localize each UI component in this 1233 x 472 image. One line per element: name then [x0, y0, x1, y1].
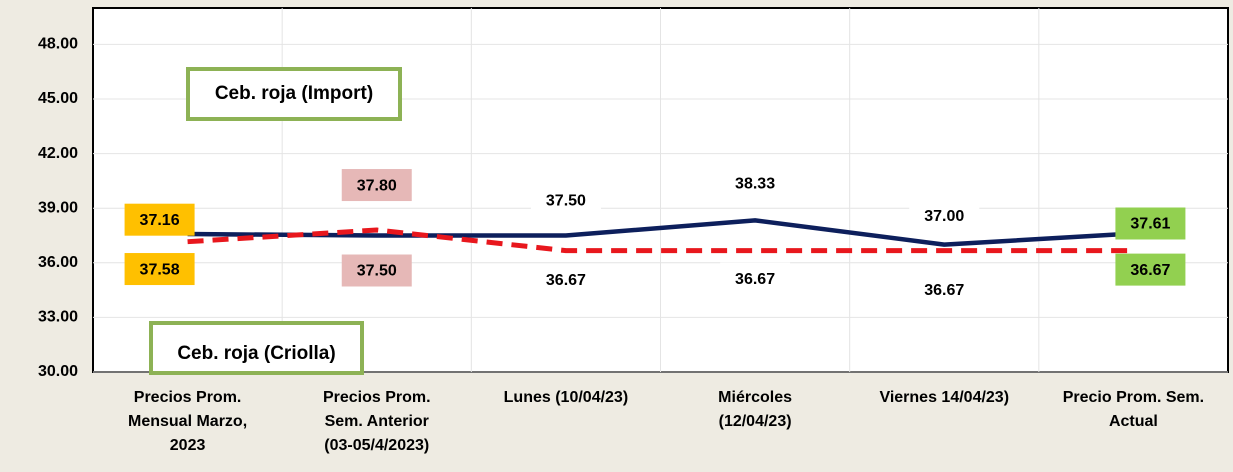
label-box	[341, 169, 412, 202]
y-tick-label: 45.00	[38, 90, 78, 107]
value-label: 38.33	[735, 176, 775, 193]
x-tick-label: Viernes 14/04/23)	[879, 389, 1010, 406]
label-box	[124, 253, 195, 286]
label-box	[341, 254, 412, 287]
x-tick-label: Precio Prom. Sem. Actual	[1062, 389, 1205, 430]
value-label: 37.16	[140, 212, 180, 229]
y-tick-label: 42.00	[38, 145, 78, 162]
series-line	[187, 218, 1134, 247]
label-box	[720, 262, 791, 295]
label-box	[530, 184, 601, 217]
value-label: 37.00	[924, 208, 964, 225]
value-label: 36.67	[735, 271, 775, 288]
x-tick-label: Precios Prom. Sem. Anterior (03-05/4/202…	[322, 389, 431, 454]
y-tick-label: 48.00	[38, 36, 78, 53]
x-tick-label: Lunes (10/04/23)	[503, 389, 629, 406]
value-label: 36.67	[1130, 262, 1170, 279]
label-box	[1115, 253, 1186, 286]
value-label: 37.50	[546, 193, 586, 210]
value-label: 36.67	[924, 282, 964, 299]
x-tick-label: Miércoles (12/04/23)	[718, 389, 792, 430]
label-box	[1115, 207, 1186, 240]
value-label: 37.58	[140, 261, 180, 278]
series-note: Ceb. roja (Criolla)	[149, 321, 364, 375]
y-tick-label: 36.00	[38, 254, 78, 271]
value-label: 37.61	[1130, 216, 1170, 233]
x-tick-label: Precios Prom. Mensual Marzo, 2023	[128, 389, 248, 454]
label-box	[530, 263, 601, 296]
value-label: 37.50	[357, 263, 397, 280]
label-box	[909, 199, 980, 232]
y-tick-label: 30.00	[38, 363, 78, 380]
y-tick-label: 33.00	[38, 309, 78, 326]
value-label: 37.80	[357, 177, 397, 194]
series-note: Ceb. roja (Import)	[186, 67, 402, 121]
label-box	[124, 203, 195, 236]
y-tick-label: 39.00	[38, 199, 78, 216]
value-label: 36.67	[546, 272, 586, 289]
label-box	[909, 273, 980, 306]
series-line	[187, 227, 1134, 254]
label-box	[720, 167, 791, 200]
